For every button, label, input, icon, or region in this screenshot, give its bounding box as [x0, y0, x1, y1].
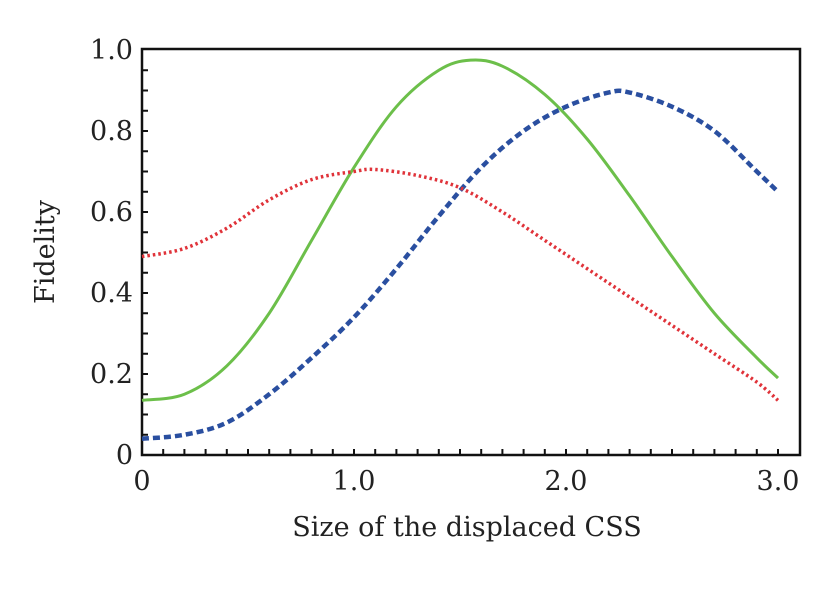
series-line-solid — [141, 58, 780, 402]
y-tick-labels: 0 0.2 0.4 0.6 0.8 1.0 — [90, 35, 133, 471]
x-axis-label: Size of the displaced CSS — [292, 512, 641, 543]
plot-frame — [140, 47, 802, 457]
y-tick-label: 0.8 — [90, 116, 133, 147]
y-tick-label: 0.2 — [90, 359, 133, 390]
y-tick-label: 0.4 — [90, 278, 133, 309]
x-tick-label: 3.0 — [757, 466, 800, 497]
series-line-dotted — [141, 167, 780, 402]
x-tick-label: 2.0 — [545, 466, 588, 497]
x-tick-labels: 0 1.0 2.0 3.0 — [133, 466, 799, 497]
series-group — [141, 58, 780, 442]
x-tick-label: 1.0 — [333, 466, 376, 497]
series-line-dashed — [141, 88, 780, 442]
y-axis-label: Fidelity — [30, 199, 61, 304]
y-tick-label: 1.0 — [90, 35, 133, 66]
x-tick-label: 0 — [133, 466, 150, 497]
minor-ticks — [142, 69, 779, 455]
y-tick-label: 0 — [116, 440, 133, 471]
y-tick-label: 0.6 — [90, 197, 133, 228]
